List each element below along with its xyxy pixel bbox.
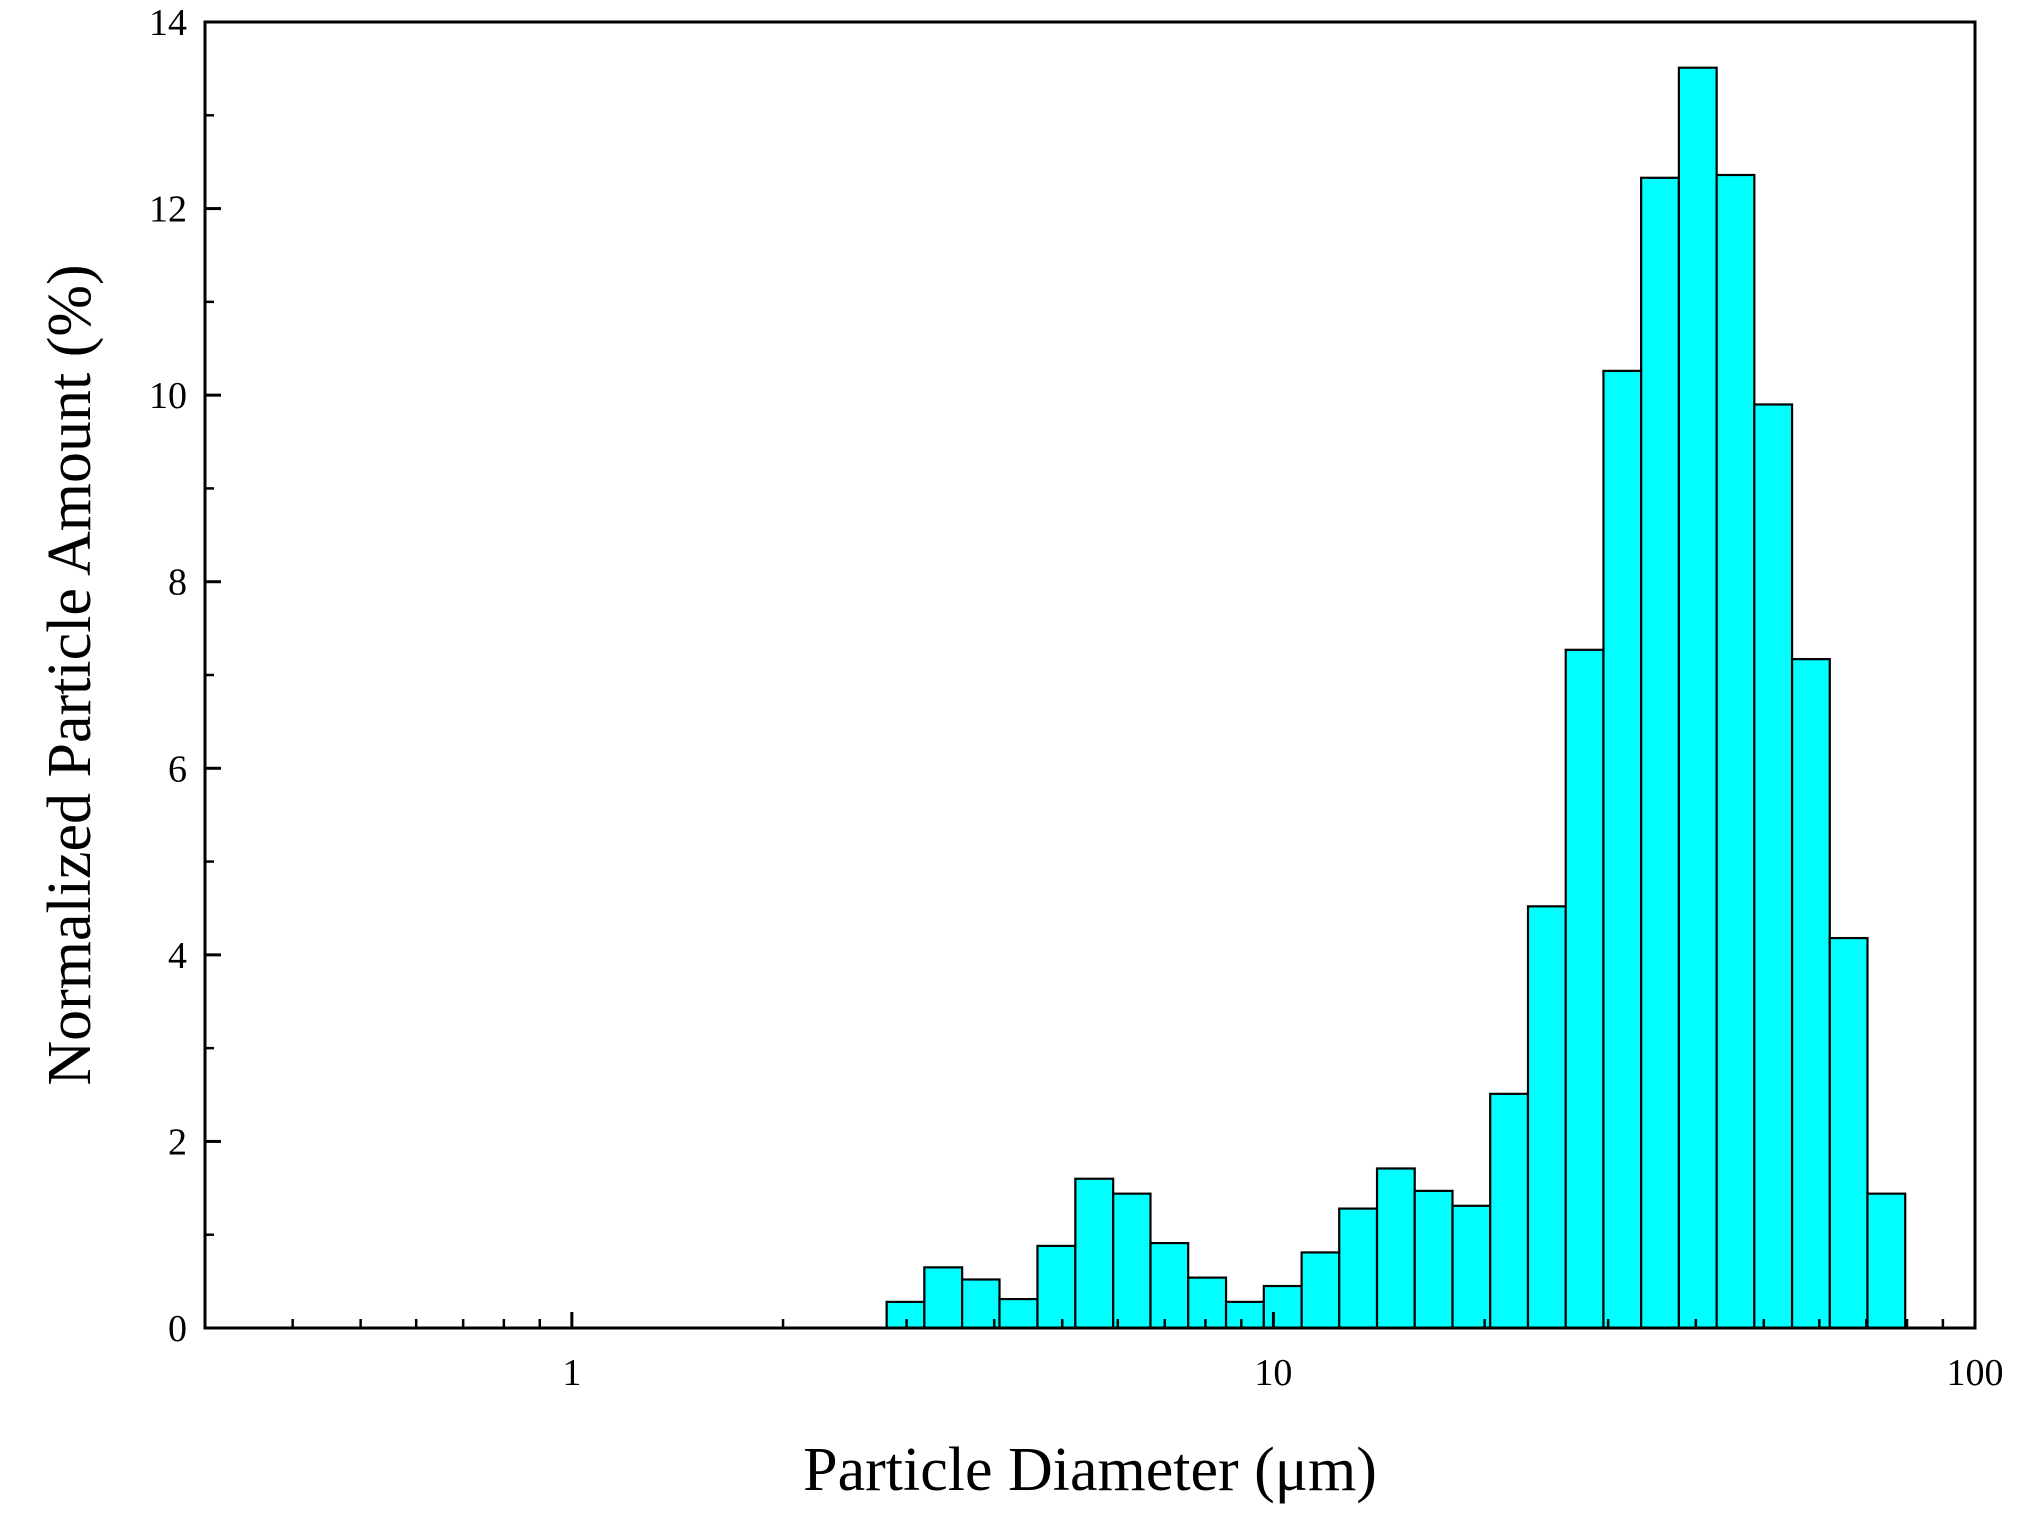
histogram-bar-24 (1753, 403, 1794, 1330)
histogram-bar-20 (1602, 369, 1643, 1330)
y-tick-label: 4 (168, 935, 187, 977)
histogram-bar-27 (1866, 1192, 1907, 1330)
x-tick-label: 1 (562, 1352, 581, 1394)
histogram-bar-9 (1187, 1276, 1228, 1330)
histogram-bar-12 (1300, 1251, 1341, 1330)
tick-labels: 0 2 4 6 8 10 12 14 1 10 100 (149, 2, 2004, 1394)
y-tick-label: 2 (168, 1121, 187, 1163)
plot-frame (203, 20, 1977, 1330)
histogram-bar-4 (998, 1297, 1039, 1330)
y-tick-label: 0 (168, 1308, 187, 1350)
histogram-bar-16 (1451, 1204, 1492, 1330)
histogram-bar-26 (1828, 936, 1869, 1330)
histogram-bar-21 (1640, 176, 1680, 1330)
x-tick-label: 100 (1947, 1352, 2004, 1394)
histogram-bar-11 (1262, 1284, 1303, 1330)
histogram-bar-7 (1112, 1192, 1152, 1330)
histogram-bar-23 (1715, 173, 1756, 1330)
histogram-bar-19 (1564, 648, 1605, 1330)
y-axis-title: Normalized Particle Amount (%) (36, 264, 104, 1085)
histogram-bar-8 (1149, 1242, 1190, 1330)
histogram-bar-18 (1526, 905, 1567, 1330)
histogram-bar-6 (1074, 1177, 1115, 1330)
y-tick-label: 12 (149, 189, 187, 231)
histogram-bar-17 (1489, 1092, 1530, 1330)
histogram-bar-10 (1224, 1300, 1265, 1330)
histogram-bar-2 (923, 1266, 964, 1330)
y-tick-label: 6 (168, 748, 187, 790)
histogram-bar-5 (1036, 1244, 1077, 1330)
histogram-bar-15 (1413, 1189, 1454, 1330)
x-axis-title: Particle Diameter (μm) (803, 1436, 1377, 1504)
histogram-bar-14 (1375, 1167, 1416, 1330)
x-tick-label: 10 (1254, 1352, 1292, 1394)
histogram-bar-22 (1677, 66, 1718, 1330)
histogram-bar-13 (1338, 1207, 1379, 1330)
histogram-bar-25 (1790, 658, 1831, 1330)
y-tick-label: 10 (149, 375, 187, 417)
y-tick-label: 14 (149, 2, 187, 44)
y-tick-label: 8 (168, 562, 187, 604)
histogram-bars (885, 66, 1907, 1330)
